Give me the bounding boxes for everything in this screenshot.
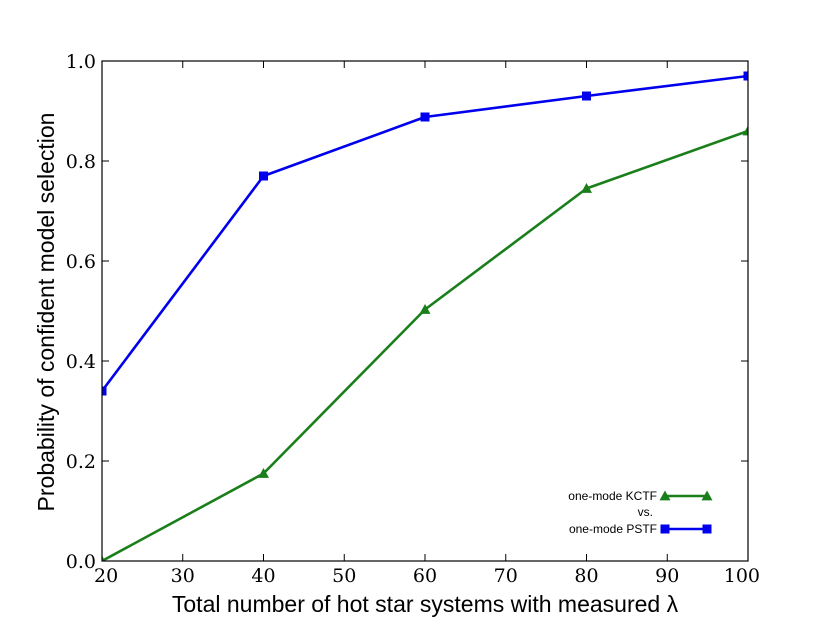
y-tick-label: 0.4 <box>66 351 96 373</box>
data-point-0 <box>102 555 106 561</box>
y-tick-label: 0.8 <box>66 151 96 173</box>
x-tick-label: 60 <box>413 565 437 587</box>
legend-marker-1 <box>702 524 712 534</box>
legend-marker-0 <box>701 490 713 501</box>
series-line-1 <box>102 74 748 392</box>
legend: one-mode KCTF vs. one-mode PSTF <box>568 489 713 536</box>
legend-swatches <box>659 490 713 534</box>
data-point-0 <box>581 183 592 193</box>
data-point-1 <box>102 386 107 396</box>
x-tick-label: 30 <box>171 565 195 587</box>
plot-area <box>102 71 748 561</box>
y-tick-label: 1.0 <box>66 51 96 73</box>
x-tick-label: 20 <box>94 565 118 587</box>
legend-marker-0 <box>659 490 671 501</box>
data-point-1 <box>420 112 430 122</box>
data-point-0 <box>419 304 431 314</box>
data-point-0 <box>742 125 748 136</box>
y-tick-label: 0.6 <box>66 251 96 273</box>
series-0 <box>102 125 748 561</box>
series-1 <box>102 71 748 396</box>
y-tick-label: 0.2 <box>66 451 96 473</box>
x-tick-label: 70 <box>494 565 518 587</box>
y-axis-label: Probability of confident model selection <box>33 113 59 512</box>
x-tick-label: 40 <box>251 565 275 587</box>
legend-label-pstf: one-mode PSTF <box>569 522 657 536</box>
data-point-1 <box>259 171 268 181</box>
legend-marker-1 <box>660 524 670 534</box>
axis-ticks: 20 30 40 50 60 70 80 90 100 0.0 0.2 0.4 0.6 0.8 1.0 <box>66 51 760 587</box>
data-point-0 <box>258 468 269 478</box>
x-tick-label: 80 <box>574 565 598 587</box>
legend-separator: vs. <box>638 505 653 519</box>
x-axis-label: Total number of hot star systems with me… <box>172 591 679 617</box>
legend-label-kctf: one-mode KCTF <box>568 489 657 503</box>
x-tick-label: 50 <box>332 565 356 587</box>
data-point-1 <box>582 91 591 101</box>
x-tick-label: 100 <box>724 565 760 587</box>
x-tick-label: 90 <box>655 565 679 587</box>
y-tick-label: 0.0 <box>66 551 96 573</box>
data-point-1 <box>743 71 748 81</box>
